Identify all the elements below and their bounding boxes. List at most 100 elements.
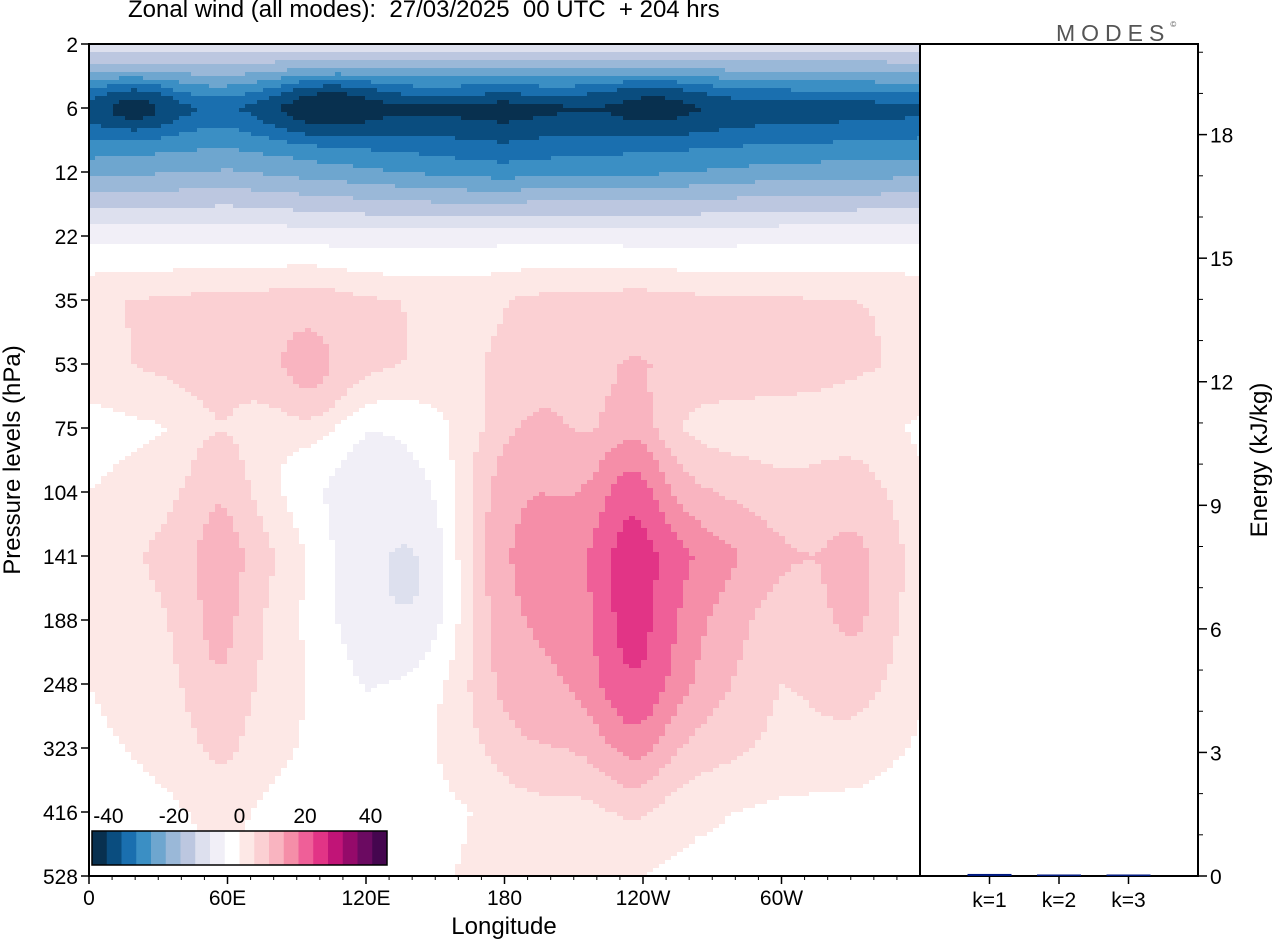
heatmap-cell [257, 68, 264, 73]
heatmap-cell [197, 108, 204, 113]
heatmap-cell [407, 48, 414, 53]
heatmap-cell [329, 112, 336, 117]
heatmap-cell [677, 84, 684, 89]
heatmap-cell [533, 112, 540, 117]
heatmap-cell [485, 184, 492, 189]
heatmap-cell [755, 48, 762, 53]
heatmap-cell [215, 100, 222, 105]
heatmap-cell [683, 100, 690, 105]
heatmap-cell [341, 152, 348, 157]
heatmap-cell [785, 84, 792, 89]
heatmap-cell [467, 144, 474, 149]
heatmap-cell [95, 108, 102, 113]
heatmap-cell [119, 136, 126, 141]
heatmap-cell [503, 88, 510, 93]
heatmap-cell [551, 60, 558, 65]
heatmap-cell [239, 52, 246, 57]
heatmap-cell [167, 48, 174, 53]
heatmap-cell [665, 52, 672, 57]
heatmap-cell [443, 100, 450, 105]
heatmap-cell [401, 88, 408, 93]
heatmap-cell [341, 88, 348, 93]
heatmap-cell [191, 112, 198, 117]
heatmap-cell [791, 120, 798, 125]
heatmap-cell [479, 136, 486, 141]
heatmap-cell [881, 132, 888, 137]
heatmap-cell [413, 100, 420, 105]
heatmap-cell [281, 108, 288, 113]
heatmap-cell [647, 68, 654, 73]
heatmap-cell [599, 92, 606, 97]
heatmap-cell [227, 132, 234, 137]
heatmap-cell [797, 80, 804, 85]
heatmap-cell [461, 160, 468, 165]
heatmap-cell [827, 136, 834, 141]
heatmap-cell [257, 176, 264, 181]
heatmap-cell [101, 140, 108, 145]
heatmap-cell [137, 108, 144, 113]
heatmap-cell [587, 64, 594, 69]
heatmap-cell [587, 124, 594, 129]
heatmap-cell [779, 80, 786, 85]
heatmap-cell [305, 84, 312, 89]
heatmap-cell [245, 136, 252, 141]
heatmap-cell [197, 104, 204, 109]
heatmap-cell [185, 148, 192, 153]
heatmap-cell [539, 144, 546, 149]
heatmap-cell [269, 176, 276, 181]
heatmap-cell [299, 156, 306, 161]
heatmap-cell [335, 64, 342, 69]
heatmap-cell [155, 156, 162, 161]
heatmap-cell [407, 124, 414, 129]
heatmap-cell [227, 172, 234, 177]
heatmap-cell [497, 100, 504, 105]
heatmap-cell [245, 144, 252, 149]
heatmap-cell [503, 180, 510, 185]
heatmap-cell [305, 128, 312, 133]
heatmap-cell [461, 152, 468, 157]
heatmap-cell [251, 156, 258, 161]
heatmap-cell [161, 76, 168, 81]
heatmap-cell [305, 160, 312, 165]
heatmap-cell [317, 100, 324, 105]
heatmap-cell [839, 168, 846, 173]
heatmap-cell [869, 152, 876, 157]
heatmap-cell [869, 176, 876, 181]
heatmap-cell [677, 184, 684, 189]
heatmap-cell [341, 160, 348, 165]
heatmap-cell [761, 160, 768, 165]
heatmap-cell [215, 52, 222, 57]
heatmap-cell [677, 104, 684, 109]
heatmap-cell [815, 52, 822, 57]
heatmap-cell [905, 152, 912, 157]
heatmap-cell [803, 96, 810, 101]
heatmap-cell [827, 60, 834, 65]
heatmap-cell [341, 68, 348, 73]
heatmap-cell [245, 56, 252, 61]
heatmap-cell [455, 140, 462, 145]
heatmap-cell [683, 136, 690, 141]
heatmap-cell [155, 116, 162, 121]
heatmap-cell [221, 168, 228, 173]
heatmap-cell [581, 160, 588, 165]
heatmap-cell [143, 100, 150, 105]
heatmap-cell [653, 140, 660, 145]
heatmap-cell [161, 140, 168, 145]
heatmap-cell [359, 140, 366, 145]
heatmap-cell [857, 76, 864, 81]
heatmap-cell [791, 164, 798, 169]
heatmap-cell [401, 116, 408, 121]
heatmap-cell [701, 92, 708, 97]
heatmap-cell [707, 136, 714, 141]
heatmap-cell [773, 136, 780, 141]
heatmap-cell [215, 88, 222, 93]
heatmap-cell [653, 184, 660, 189]
heatmap-cell [869, 156, 876, 161]
heatmap-cell [443, 120, 450, 125]
heatmap-cell [383, 84, 390, 89]
heatmap-cell [335, 104, 342, 109]
heatmap-cell [863, 64, 870, 69]
heatmap-cell [719, 72, 726, 77]
heatmap-cell [599, 48, 606, 53]
heatmap-cell [365, 152, 372, 157]
